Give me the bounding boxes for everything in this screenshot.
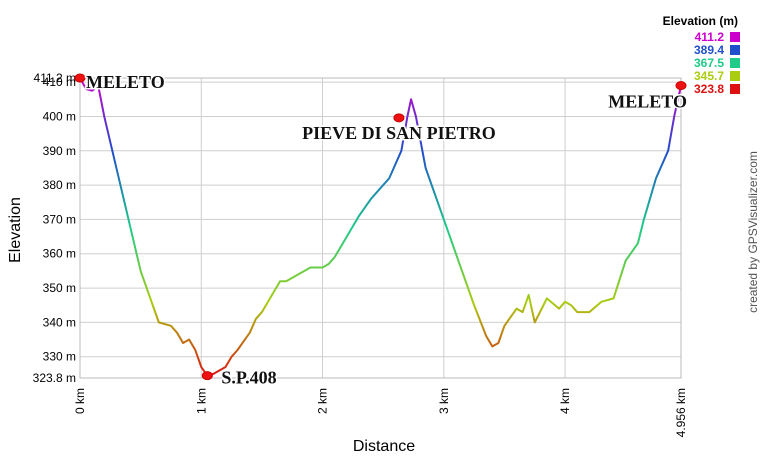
y-tick-label: 360 m [43,247,76,261]
y-tick-label: 370 m [43,212,76,226]
annotation-label: MELETO [608,92,687,112]
x-tick-label: 0 km [73,388,87,414]
annotation-marker [393,113,405,123]
y-tick-label: 400 m [43,109,76,123]
x-axis-title: Distance [353,438,415,455]
y-tick-label: 330 m [43,350,76,364]
x-tick-label: 3 km [437,388,451,414]
legend-label: 323.8 [694,82,724,96]
legend-label: 411.2 [695,30,725,44]
x-tick-label: 1 km [194,388,208,414]
x-tick-label: 4.956 km [674,388,688,437]
legend-label: 389.4 [694,43,724,57]
annotation-label: PIEVE DI SAN PIETRO [302,123,496,143]
y-tick-label: 350 m [43,281,76,295]
x-tick-label: 4 km [558,388,572,414]
y-tick-label: 390 m [43,144,76,158]
legend-label: 367.5 [694,56,724,70]
x-tick-label: 2 km [316,388,330,414]
y-tick-label: 411.2 m [34,71,76,85]
y-tick-label: 323.8 m [33,371,76,385]
legend-swatch [730,45,740,55]
legend-swatch [730,71,740,81]
legend-label: 345.7 [694,69,724,83]
watermark: created by GPSVisualizer.com [746,151,760,313]
y-tick-label: 380 m [43,178,76,192]
elevation-line [79,77,682,377]
legend-swatch [730,58,740,68]
y-tick-label: 340 m [43,315,76,329]
annotation-label: MELETO [86,72,165,92]
plot-frame [79,77,682,379]
legend-swatch [730,32,740,42]
annotation-marker [675,81,687,91]
annotation-marker [201,371,213,381]
annotation-marker [74,73,86,83]
legend-swatch [730,84,740,94]
y-tick-label: 410 m [43,75,76,89]
annotation-label: S.P.408 [221,368,276,388]
legend-title: Elevation (m) [663,14,738,28]
y-axis-title: Elevation [7,197,24,263]
